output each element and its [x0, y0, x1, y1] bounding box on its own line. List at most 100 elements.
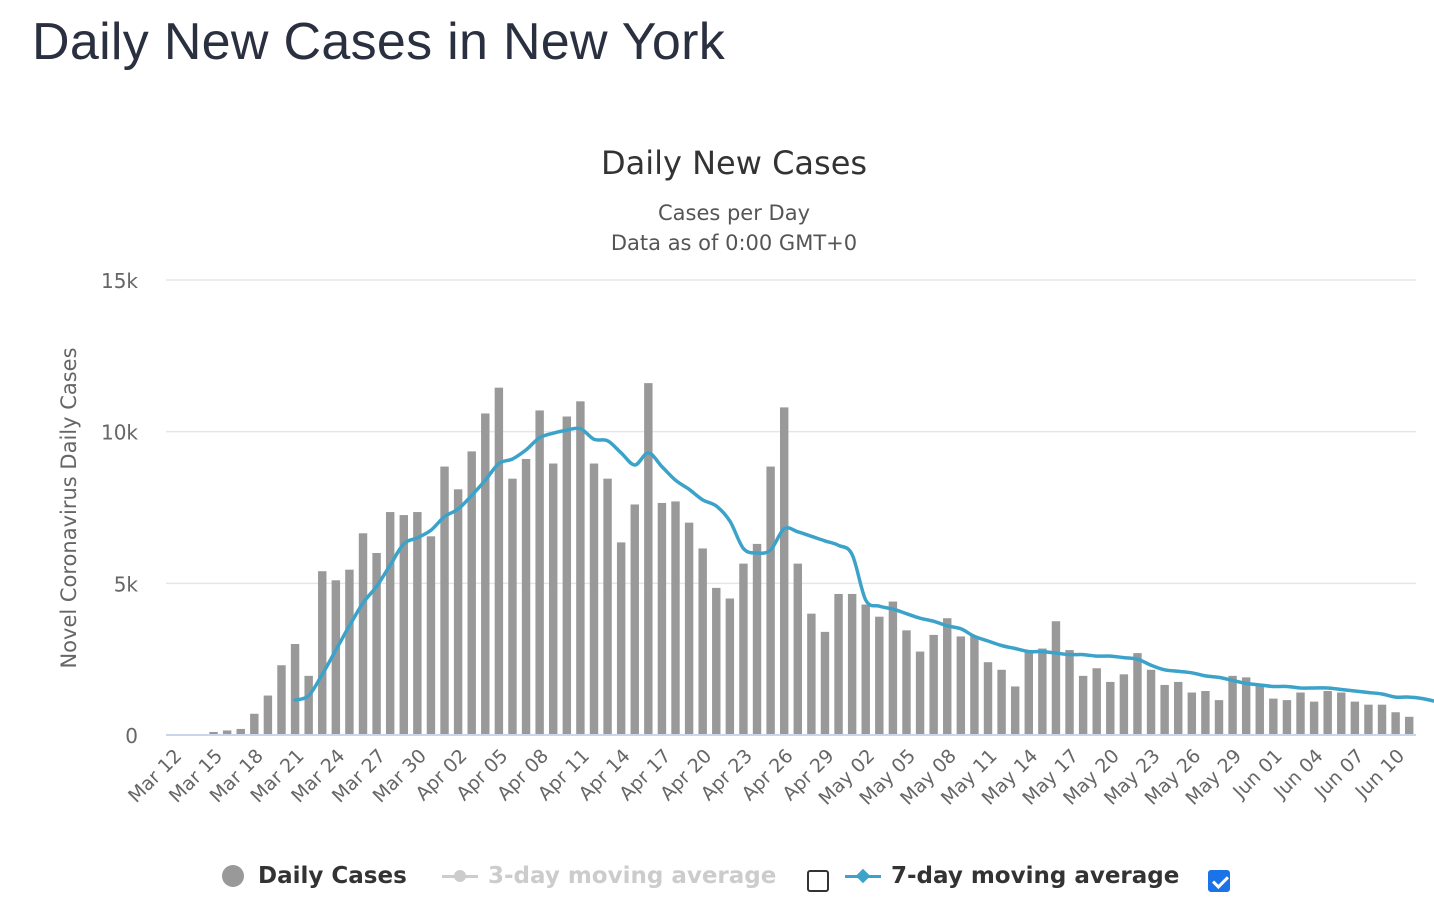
bar[interactable] [562, 416, 572, 736]
bar[interactable] [440, 466, 449, 735]
daily-cases-marker-icon [222, 865, 244, 887]
bar[interactable] [372, 553, 381, 735]
bar[interactable] [929, 634, 938, 735]
bar[interactable] [1282, 700, 1292, 735]
bar[interactable] [1160, 684, 1169, 735]
chart-subtitle-line-1: Cases per Day [658, 201, 810, 225]
bar[interactable] [875, 616, 884, 735]
bar[interactable] [358, 533, 368, 735]
bar[interactable] [779, 407, 789, 735]
bar[interactable] [1051, 621, 1061, 735]
bar[interactable] [277, 665, 286, 735]
bar[interactable] [331, 580, 341, 735]
bar[interactable] [888, 601, 898, 735]
bar[interactable] [970, 636, 979, 735]
bar[interactable] [318, 571, 327, 735]
bar[interactable] [616, 542, 626, 735]
bar[interactable] [1228, 675, 1237, 735]
bar[interactable] [250, 713, 259, 735]
bar[interactable] [236, 728, 245, 735]
bar[interactable] [983, 662, 993, 735]
bar[interactable] [345, 569, 354, 735]
bar[interactable] [698, 548, 707, 735]
legend-7-day-average[interactable]: 7-day moving average [845, 858, 1179, 894]
y-axis-title: Novel Coronavirus Daily Cases [57, 347, 81, 668]
bar[interactable] [793, 563, 803, 735]
bar[interactable] [1174, 681, 1183, 735]
bar[interactable] [494, 387, 504, 735]
bar[interactable] [671, 501, 680, 735]
bar[interactable] [657, 502, 667, 735]
bar[interactable] [1133, 653, 1142, 735]
bar[interactable] [1187, 692, 1197, 735]
bar[interactable] [739, 563, 748, 735]
bar[interactable] [1377, 704, 1387, 735]
bar[interactable] [1010, 686, 1020, 735]
bar[interactable] [1296, 692, 1305, 735]
bar[interactable] [209, 731, 218, 735]
bar[interactable] [847, 593, 857, 735]
legend-daily-cases[interactable]: Daily Cases [222, 858, 407, 894]
bar[interactable] [766, 466, 775, 735]
bar[interactable] [385, 512, 395, 735]
bar[interactable] [603, 478, 612, 735]
bar[interactable] [1241, 677, 1251, 735]
bar[interactable] [712, 587, 721, 735]
bar[interactable] [1201, 691, 1210, 735]
3-day-average-checkbox[interactable] [807, 870, 829, 892]
bar[interactable] [508, 478, 517, 735]
7-day-average-checkbox[interactable] [1208, 870, 1230, 892]
bar[interactable] [263, 695, 273, 735]
bar[interactable] [1391, 712, 1400, 735]
bar[interactable] [576, 401, 585, 735]
bar[interactable] [1214, 700, 1224, 735]
bar[interactable] [1092, 668, 1101, 735]
bar[interactable] [1106, 681, 1115, 735]
bar[interactable] [1065, 650, 1074, 735]
bar[interactable] [453, 489, 463, 735]
bar[interactable] [1323, 691, 1332, 735]
bar[interactable] [1309, 701, 1319, 735]
bar[interactable] [549, 463, 558, 735]
bar[interactable] [834, 593, 843, 735]
bar[interactable] [956, 636, 966, 735]
bar[interactable] [222, 730, 232, 735]
bar[interactable] [467, 451, 476, 735]
bar[interactable] [535, 410, 544, 735]
bar[interactable] [304, 675, 313, 735]
bar[interactable] [997, 669, 1006, 735]
bar[interactable] [1404, 716, 1414, 735]
bar[interactable] [290, 644, 300, 735]
bar[interactable] [1364, 704, 1373, 735]
bar[interactable] [644, 383, 653, 735]
bar[interactable] [915, 651, 925, 735]
bar[interactable] [1119, 674, 1129, 735]
bar[interactable] [1255, 684, 1264, 735]
bar[interactable] [1350, 701, 1360, 735]
seven-day-average-path[interactable] [293, 426, 1434, 703]
bar[interactable] [630, 504, 639, 735]
bar[interactable] [752, 543, 762, 735]
3-day-average-line-icon [442, 864, 478, 888]
bar[interactable] [426, 536, 436, 735]
legend-3-day-average[interactable]: 3-day moving average [442, 858, 776, 894]
bar[interactable] [589, 463, 599, 735]
bar[interactable] [1024, 650, 1033, 735]
bar[interactable] [413, 512, 422, 735]
bar[interactable] [902, 630, 911, 735]
bar[interactable] [820, 631, 830, 735]
bar[interactable] [861, 604, 870, 735]
bar[interactable] [1269, 698, 1278, 735]
bar[interactable] [521, 458, 531, 735]
bar[interactable] [684, 522, 694, 735]
daily-cases-bars [209, 383, 1414, 736]
bar[interactable] [1337, 692, 1346, 735]
bar[interactable] [725, 598, 735, 736]
bar[interactable] [943, 618, 952, 735]
bar[interactable] [399, 515, 408, 735]
bar[interactable] [1038, 648, 1047, 735]
bar[interactable] [481, 413, 490, 735]
bar[interactable] [807, 613, 816, 735]
bar[interactable] [1078, 675, 1088, 735]
bar[interactable] [1146, 669, 1156, 735]
